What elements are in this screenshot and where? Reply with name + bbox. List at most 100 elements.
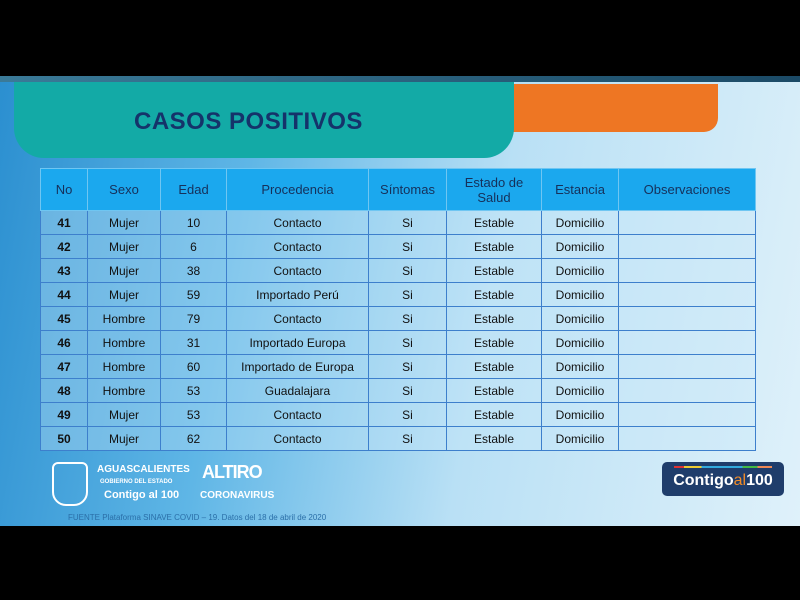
government-logos: AGUASCALIENTES GOBIERNO DEL ESTADO Conti… (52, 462, 274, 508)
table-cell: Mujer (87, 210, 161, 235)
table-cell: Mujer (87, 282, 161, 307)
table-cell: 10 (160, 210, 227, 235)
table-cell: Domicilio (541, 210, 619, 235)
table-cell (618, 330, 756, 355)
table-cell: Estable (446, 426, 542, 451)
badge-al: al (733, 472, 747, 489)
cases-table: No Sexo Edad Procedencia Síntomas Estado de S… (40, 168, 756, 451)
table-cell: Importado de Europa (226, 354, 369, 379)
table-cell: Mujer (87, 258, 161, 283)
badge-number: 100 (746, 472, 773, 489)
table-cell: Si (368, 258, 447, 283)
table-cell (618, 306, 756, 331)
table-cell (618, 258, 756, 283)
column-header: Síntomas (368, 168, 447, 211)
table-cell: Si (368, 330, 447, 355)
logo-altiro: ALTIRO (202, 462, 263, 482)
table-cell: Estable (446, 306, 542, 331)
table-header: No Sexo Edad Procedencia Síntomas Estado de S… (40, 168, 756, 211)
page-title: CASOS POSITIVOS (134, 108, 363, 135)
table-cell: Mujer (87, 426, 161, 451)
table-row: 47 Hombre 60 Importado de Europa Si Estable Do… (40, 354, 756, 379)
table-cell: Contacto (226, 210, 369, 235)
table-cell: Hombre (87, 378, 161, 403)
table-cell (618, 426, 756, 451)
table-cell (618, 354, 756, 379)
column-header: Edad (160, 168, 227, 211)
table-row: 42 Mujer 6 Contacto Si Estable Domicilio (40, 234, 756, 259)
title-banner (14, 82, 514, 158)
table-cell: 42 (40, 234, 88, 259)
column-header: Procedencia (226, 168, 369, 211)
table-cell: Domicilio (541, 306, 619, 331)
table-cell: Domicilio (541, 378, 619, 403)
table-cell: Hombre (87, 354, 161, 379)
table-cell: Domicilio (541, 234, 619, 259)
table-cell: Hombre (87, 330, 161, 355)
slide: CASOS POSITIVOS No Sexo Edad Procedencia Sín… (0, 76, 800, 526)
table-cell: Estable (446, 354, 542, 379)
table-cell: Contacto (226, 258, 369, 283)
table-cell: Si (368, 306, 447, 331)
logo-gov: GOBIERNO DEL ESTADO (100, 479, 173, 485)
table-cell: Importado Perú (226, 282, 369, 307)
table-cell: Domicilio (541, 354, 619, 379)
table-row: 48 Hombre 53 Guadalajara Si Estable Domicilio (40, 378, 756, 403)
table-cell: Importado Europa (226, 330, 369, 355)
source-note: FUENTE Plataforma SINAVE COVID – 19. Dat… (68, 513, 327, 522)
badge-text: Contigo (673, 472, 734, 489)
table-cell: Si (368, 282, 447, 307)
table-cell: Domicilio (541, 330, 619, 355)
table-cell (618, 210, 756, 235)
table-cell: Si (368, 426, 447, 451)
table-cell: 43 (40, 258, 88, 283)
color-bars (674, 466, 772, 468)
table-cell: Mujer (87, 234, 161, 259)
table-cell: 50 (40, 426, 88, 451)
top-bar (0, 76, 800, 82)
table-cell: Estable (446, 402, 542, 427)
table-cell: Domicilio (541, 282, 619, 307)
table-cell: 60 (160, 354, 227, 379)
table-cell: Contacto (226, 426, 369, 451)
table-cell: 6 (160, 234, 227, 259)
table-cell: Estable (446, 210, 542, 235)
table-cell: 44 (40, 282, 88, 307)
table-cell (618, 234, 756, 259)
table-cell: 41 (40, 210, 88, 235)
table-cell: Mujer (87, 402, 161, 427)
table-row: 41 Mujer 10 Contacto Si Estable Domicilio (40, 210, 756, 235)
column-header: Observaciones (618, 168, 756, 211)
column-header: Estado de Salud (446, 168, 542, 211)
table-cell: 59 (160, 282, 227, 307)
table-cell: Domicilio (541, 258, 619, 283)
table-cell: Domicilio (541, 426, 619, 451)
table-cell: 45 (40, 306, 88, 331)
table-cell: 62 (160, 426, 227, 451)
contigo-badge-logo: Contigoal100 (662, 462, 784, 496)
table-cell: Si (368, 234, 447, 259)
table-cell: 49 (40, 402, 88, 427)
table-cell: 48 (40, 378, 88, 403)
table-cell: 79 (160, 306, 227, 331)
table-cell: Guadalajara (226, 378, 369, 403)
table-cell: Hombre (87, 306, 161, 331)
table-cell: 53 (160, 402, 227, 427)
column-header: Sexo (87, 168, 161, 211)
table-cell: Estable (446, 330, 542, 355)
table-cell: Domicilio (541, 402, 619, 427)
column-header: Estancia (541, 168, 619, 211)
table-cell: Si (368, 378, 447, 403)
table-cell: Estable (446, 378, 542, 403)
table-cell: 46 (40, 330, 88, 355)
table-cell: Estable (446, 234, 542, 259)
table-cell (618, 378, 756, 403)
table-cell: 53 (160, 378, 227, 403)
table-cell: Estable (446, 282, 542, 307)
table-cell: Contacto (226, 402, 369, 427)
table-row: 44 Mujer 59 Importado Perú Si Estable Domicili… (40, 282, 756, 307)
table-cell: Si (368, 402, 447, 427)
table-cell: 38 (160, 258, 227, 283)
column-header: No (40, 168, 88, 211)
state-seal-logo (52, 462, 88, 506)
